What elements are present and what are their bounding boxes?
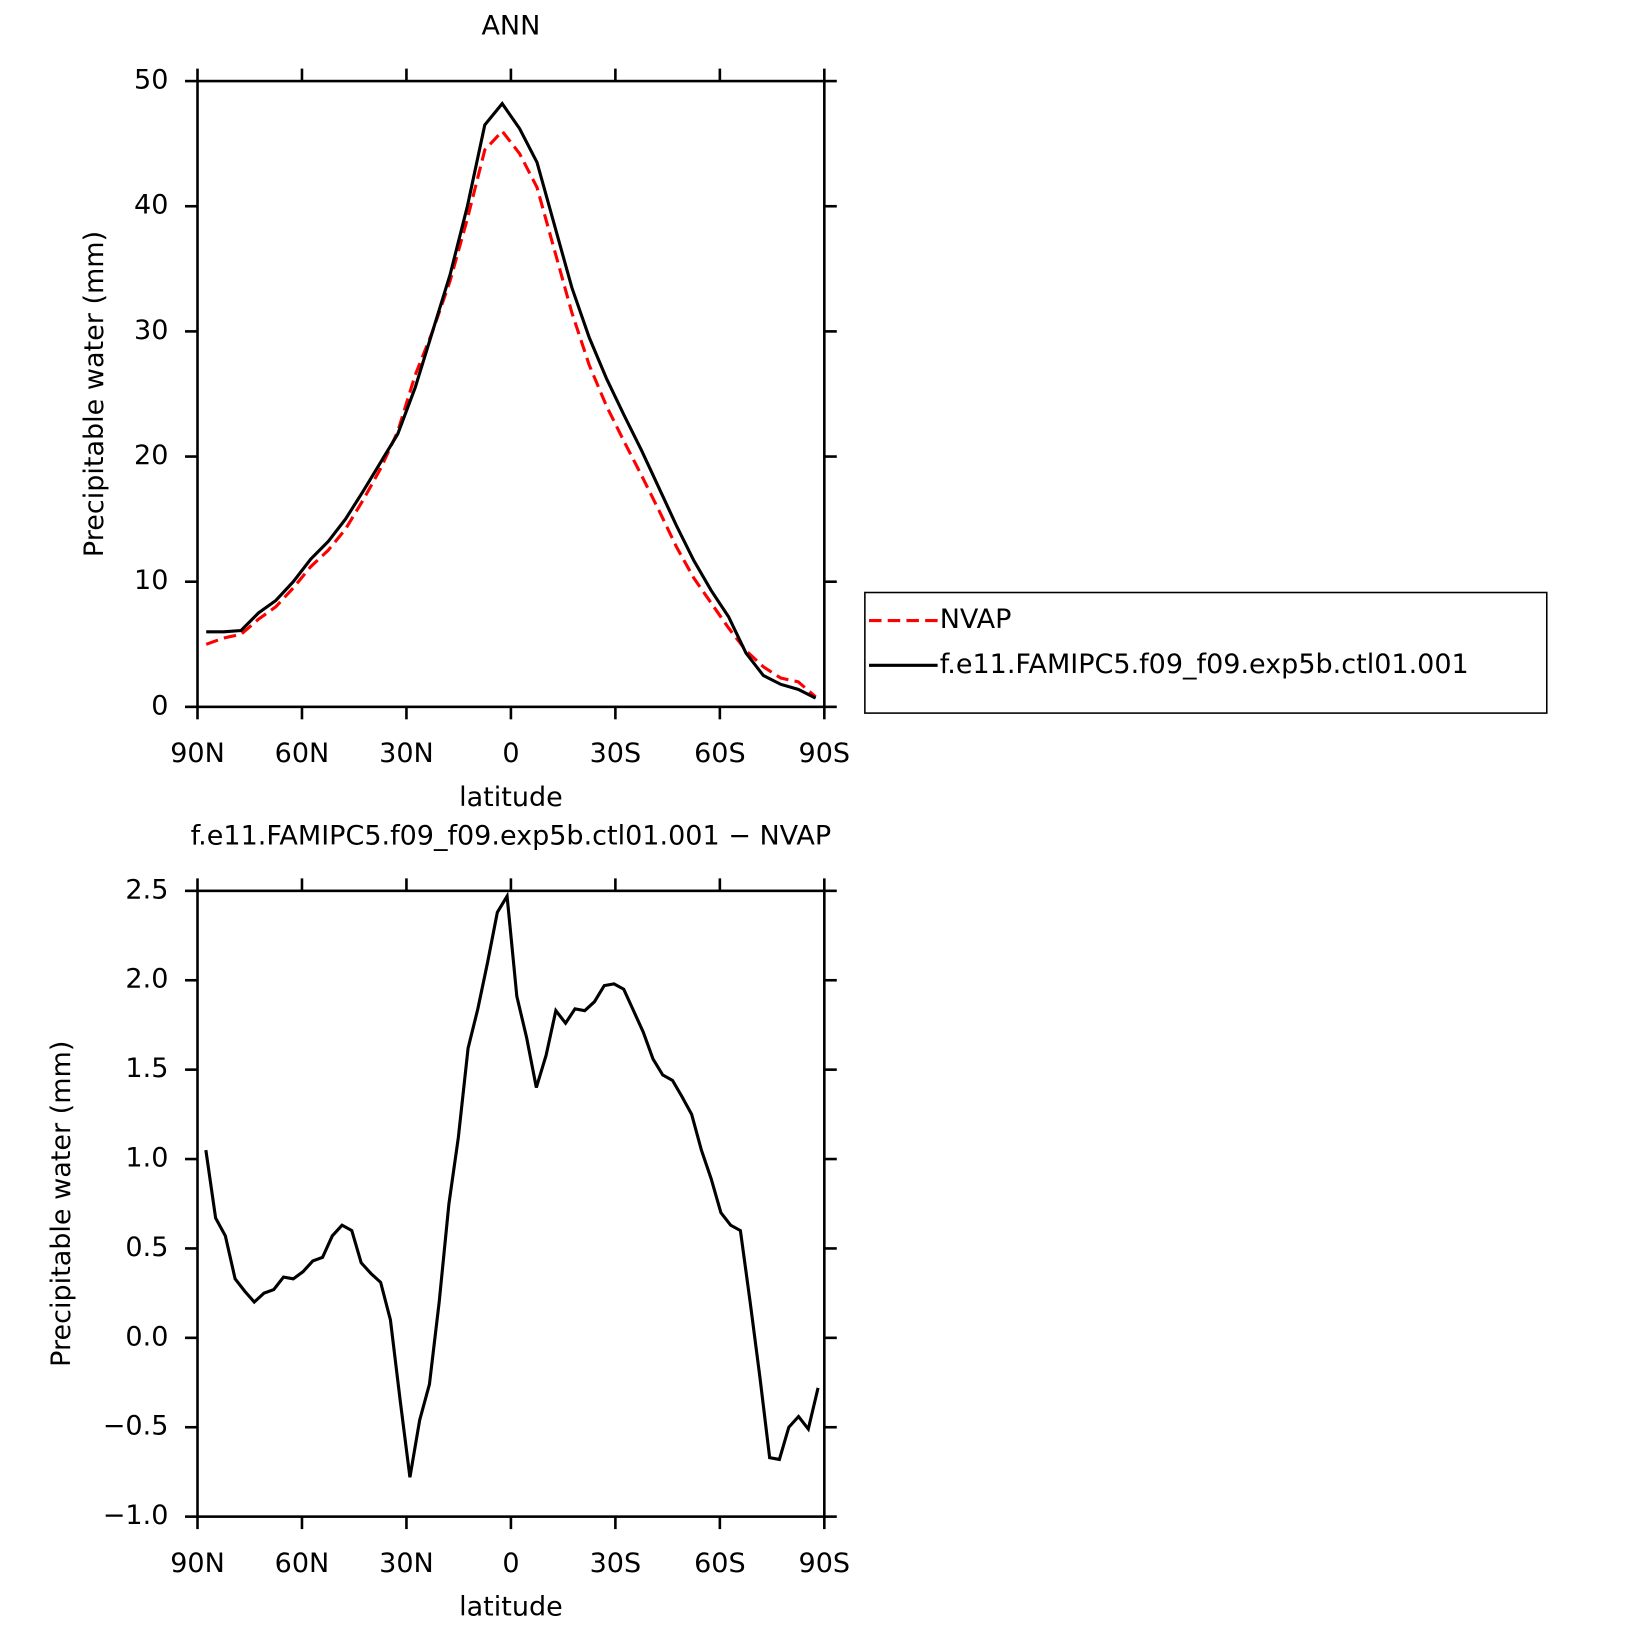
legend-label: NVAP xyxy=(940,604,1012,635)
x-tick-label: 30N xyxy=(379,1548,434,1579)
y-tick-label: 0 xyxy=(151,690,168,721)
y-tick-label: −0.5 xyxy=(103,1411,169,1442)
y-axis-label: Precipitable water (mm) xyxy=(79,231,110,557)
x-tick-label: 0 xyxy=(502,738,519,769)
x-tick-label: 30S xyxy=(590,738,642,769)
x-tick-label: 30S xyxy=(590,1548,642,1579)
y-tick-label: 10 xyxy=(134,565,168,596)
x-tick-label: 90N xyxy=(170,1548,225,1579)
legend-label: f.e11.FAMIPC5.f09_f09.exp5b.ctl01.001 xyxy=(940,649,1469,680)
x-tick-label: 0 xyxy=(502,1548,519,1579)
y-tick-label: 50 xyxy=(134,65,168,96)
y-tick-label: 40 xyxy=(134,190,168,221)
x-axis-label: latitude xyxy=(459,782,563,813)
y-tick-label: 2.0 xyxy=(125,964,168,995)
y-tick-label: 30 xyxy=(134,315,168,346)
plot-frame xyxy=(196,889,826,1518)
y-tick-label: −1.0 xyxy=(103,1500,169,1531)
series-line xyxy=(206,101,817,700)
series-line xyxy=(204,891,820,1478)
y-tick-label: 20 xyxy=(134,440,168,471)
x-tick-label: 60S xyxy=(694,738,746,769)
plot-frame xyxy=(196,79,826,709)
y-tick-label: 2.5 xyxy=(125,874,168,905)
x-tick-label: 60N xyxy=(275,1548,330,1579)
y-tick-label: 0.0 xyxy=(125,1321,168,1352)
y-axis-label: Precipitable water (mm) xyxy=(46,1041,77,1367)
y-tick-label: 1.0 xyxy=(125,1143,168,1174)
x-tick-label: 90S xyxy=(799,738,851,769)
y-tick-label: 0.5 xyxy=(125,1232,168,1263)
chart-root: ANN latitude Precipitable water (mm) 0 10 20 3… xyxy=(46,11,1548,1623)
x-tick-label: 60N xyxy=(275,738,330,769)
x-tick-label: 90N xyxy=(170,738,225,769)
chart-title: f.e11.FAMIPC5.f09_f09.exp5b.ctl01.001 − … xyxy=(191,820,832,851)
x-tick-label: 90S xyxy=(799,1548,851,1579)
x-tick-label: 60S xyxy=(694,1548,746,1579)
x-tick-label: 30N xyxy=(379,738,434,769)
x-axis-label: latitude xyxy=(459,1592,563,1623)
legend-box xyxy=(864,591,1548,714)
chart-title: ANN xyxy=(481,11,540,42)
y-tick-label: 1.5 xyxy=(125,1053,168,1084)
